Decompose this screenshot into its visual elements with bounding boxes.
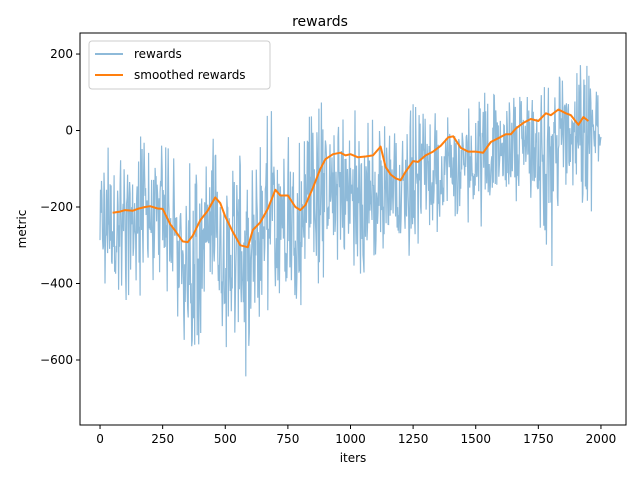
y-tick-label: −600	[40, 353, 73, 367]
legend-box	[88, 40, 271, 90]
x-axis: 0 250 500 750 1000 1250 1500 1750 2000	[96, 425, 616, 446]
x-tick-label: 1000	[335, 432, 366, 446]
y-tick-label: −400	[40, 276, 73, 290]
x-tick-label: 250	[151, 432, 174, 446]
series-rewards	[99, 65, 602, 377]
axes-frame	[79, 32, 627, 426]
plot-area	[99, 65, 602, 377]
y-tick-label: −200	[40, 200, 73, 214]
y-axis: −600 −400 −200 0 200	[40, 47, 80, 367]
x-tick-label: 750	[276, 432, 299, 446]
series-smoothed-rewards	[112, 108, 590, 249]
line-rewards	[99, 65, 602, 377]
y-tick-label: 0	[65, 124, 73, 138]
y-axis-label: metric	[15, 210, 29, 249]
chart-title: rewards	[292, 14, 348, 30]
line-smoothed-rewards	[112, 108, 590, 249]
y-tick-label: 200	[50, 47, 73, 61]
x-tick-label: 1500	[460, 432, 491, 446]
x-tick-label: 500	[214, 432, 237, 446]
x-axis-label: iters	[340, 451, 367, 465]
legend-label-smoothed-rewards: smoothed rewards	[134, 68, 246, 82]
legend: rewards smoothed rewards	[88, 40, 271, 90]
x-tick-label: 2000	[586, 432, 617, 446]
legend-label-rewards: rewards	[134, 47, 182, 61]
x-tick-label: 0	[96, 432, 104, 446]
x-tick-label: 1250	[398, 432, 429, 446]
x-tick-label: 1750	[523, 432, 554, 446]
